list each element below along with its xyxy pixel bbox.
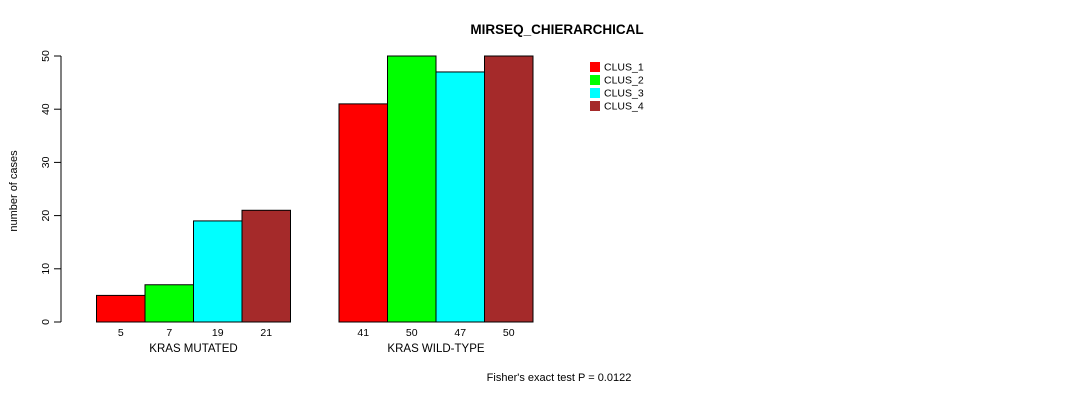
- bar-value-label: 5: [118, 327, 124, 339]
- legend-swatch-CLUS_2: [590, 75, 600, 85]
- chart-title: MIRSEQ_CHIERARCHICAL: [470, 22, 644, 37]
- legend-label-CLUS_2: CLUS_2: [604, 75, 644, 87]
- bar-value-label: 19: [212, 327, 224, 339]
- x-group-labels: KRAS MUTATED KRAS WILD-TYPE: [149, 343, 485, 355]
- legend-swatch-CLUS_3: [590, 88, 600, 98]
- bar-value-label: 41: [357, 327, 369, 339]
- bars: [96, 55, 534, 323]
- group-label-KRAS MUTATED: KRAS MUTATED: [149, 343, 237, 355]
- bar-CLUS_1-KRAS MUTATED: [96, 294, 146, 323]
- legend-swatch-CLUS_4: [590, 101, 600, 111]
- legend-label-CLUS_4: CLUS_4: [604, 101, 644, 113]
- bar-value-label: 7: [166, 327, 172, 339]
- y-axis: 0 10 20 30 40 50: [40, 50, 62, 325]
- bar-CLUS_2-KRAS WILD-TYPE: [387, 55, 437, 323]
- bar-CLUS_2-KRAS MUTATED: [144, 284, 194, 323]
- y-axis-tick-label: 40: [40, 103, 52, 115]
- bar-value-labels: 5 7 19 21 41 50 47 50: [118, 327, 515, 339]
- bar-value-label: 50: [503, 327, 515, 339]
- bar-value-label: 47: [454, 327, 466, 339]
- bar-CLUS_4-KRAS WILD-TYPE: [484, 55, 534, 323]
- bar-value-label: 21: [260, 327, 272, 339]
- y-axis-tick-label: 50: [40, 50, 52, 62]
- y-axis-tick-label: 20: [40, 210, 52, 222]
- legend-label-CLUS_1: CLUS_1: [604, 62, 644, 74]
- legend-swatch-CLUS_1: [590, 62, 600, 72]
- bar-CLUS_3-KRAS WILD-TYPE: [435, 71, 485, 323]
- bar-CLUS_3-KRAS MUTATED: [193, 220, 243, 323]
- y-axis-tick-label: 30: [40, 156, 52, 168]
- bar-CLUS_4-KRAS MUTATED: [241, 209, 291, 323]
- legend-label-CLUS_3: CLUS_3: [604, 88, 644, 100]
- y-axis-tick-label: 10: [40, 263, 52, 275]
- group-label-KRAS WILD-TYPE: KRAS WILD-TYPE: [387, 343, 484, 355]
- fisher-test-note: Fisher's exact test P = 0.0122: [486, 372, 632, 384]
- bar-CLUS_1-KRAS WILD-TYPE: [338, 103, 388, 323]
- y-axis-tick-label: 0: [40, 319, 52, 325]
- bar-value-label: 50: [406, 327, 418, 339]
